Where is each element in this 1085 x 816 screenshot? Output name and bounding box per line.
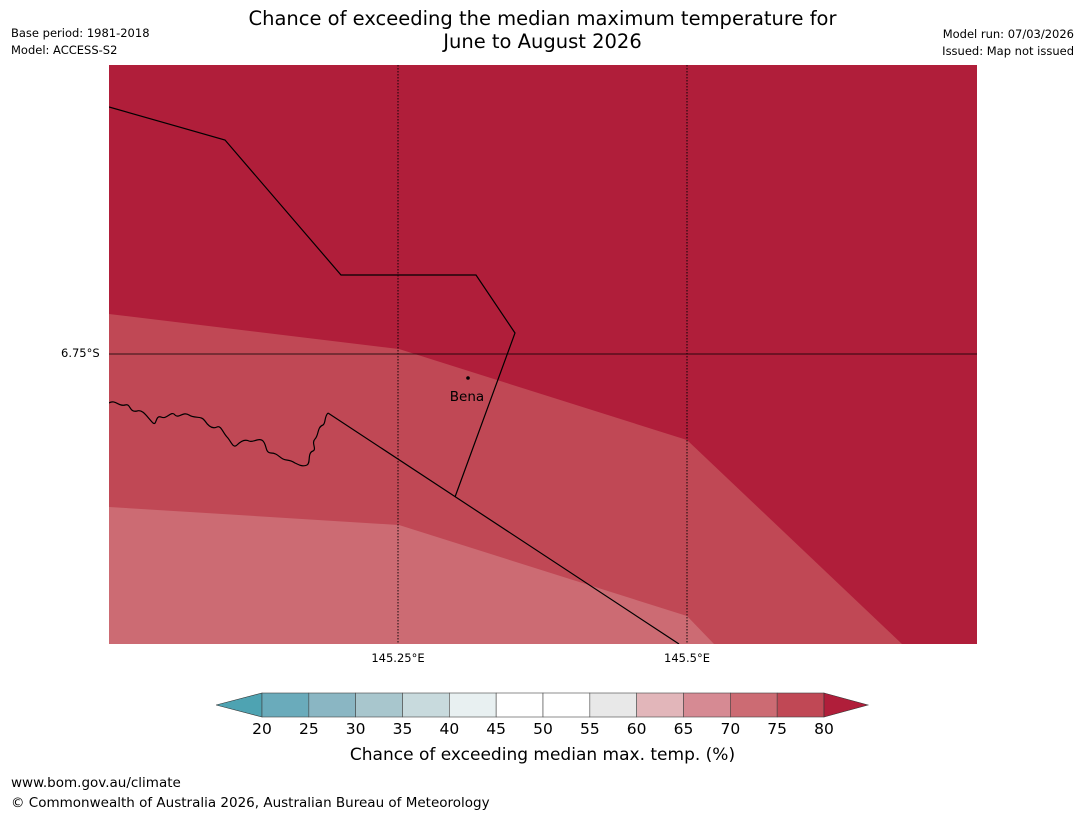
- colorbar-bin-65-70: [683, 692, 731, 718]
- map-title-line-2: June to August 2026: [443, 30, 642, 53]
- colorbar-bin-30-35: [355, 692, 403, 718]
- lon-label-145-5e: 145.5°E: [664, 651, 710, 665]
- colorbar-bin-25-30: [308, 692, 356, 718]
- colorbar-tick-60: 60: [626, 720, 647, 738]
- colorbar-bin-35-40: [402, 692, 450, 718]
- colorbar-tick-35: 35: [392, 720, 413, 738]
- colorbar: [216, 692, 870, 718]
- colorbar-tick-65: 65: [673, 720, 694, 738]
- map-title-line-1: Chance of exceeding the median maximum t…: [248, 7, 837, 30]
- base-period-text: Base period: 1981-2018: [11, 26, 150, 40]
- province-boundary-north: [109, 106, 516, 498]
- issued-text: Issued: Map not issued: [942, 44, 1074, 58]
- band-70-75: [109, 507, 714, 644]
- footer-website[interactable]: www.bom.gov.au/climate: [11, 775, 181, 791]
- lat-label-6-75s: 6.75°S: [61, 346, 100, 360]
- colorbar-tick-25: 25: [298, 720, 319, 738]
- colorbar-tick-40: 40: [439, 720, 460, 738]
- colorbar-label: Chance of exceeding median max. temp. (%…: [349, 745, 736, 765]
- colorbar-bin-70-75: [730, 692, 778, 718]
- meta-left: Base period: 1981-2018 Model: ACCESS-S2: [11, 25, 150, 59]
- colorbar-tick-20: 20: [252, 720, 272, 738]
- colorbar-tick-30: 30: [345, 720, 366, 738]
- colorbar-bin-40-45: [449, 692, 497, 718]
- province-boundary-river: [109, 401, 329, 467]
- map-title: Chance of exceeding the median maximum t…: [0, 7, 1085, 53]
- colorbar-tick-70: 70: [720, 720, 741, 738]
- bena-marker: [466, 376, 470, 380]
- model-text: Model: ACCESS-S2: [11, 43, 118, 57]
- bena-label: Bena: [450, 389, 484, 405]
- colorbar-tick-80: 80: [814, 720, 834, 738]
- colorbar-below-arrow: [216, 692, 263, 718]
- footer-copyright: © Commonwealth of Australia 2026, Austra…: [11, 795, 490, 811]
- colorbar-tick-75: 75: [767, 720, 788, 738]
- forecast-map: Bena: [109, 65, 977, 644]
- meta-right: Model run: 07/03/2026 Issued: Map not is…: [942, 26, 1074, 60]
- model-run-text: Model run: 07/03/2026: [942, 27, 1074, 41]
- colorbar-bin-75-80: [776, 692, 825, 718]
- colorbar-bin-45-50: [495, 692, 544, 718]
- colorbar-tick-45: 45: [486, 720, 507, 738]
- lon-label-145-25e: 145.25°E: [371, 651, 425, 665]
- colorbar-above-arrow: [823, 692, 870, 718]
- colorbar-tick-55: 55: [579, 720, 600, 738]
- colorbar-bin-60-65: [636, 692, 684, 718]
- colorbar-bin-55-60: [589, 692, 637, 718]
- colorbar-bin-20-25: [261, 692, 310, 718]
- colorbar-bin-50-55: [542, 692, 591, 718]
- province-boundary-south: [327, 412, 680, 644]
- colorbar-tick-50: 50: [533, 720, 553, 738]
